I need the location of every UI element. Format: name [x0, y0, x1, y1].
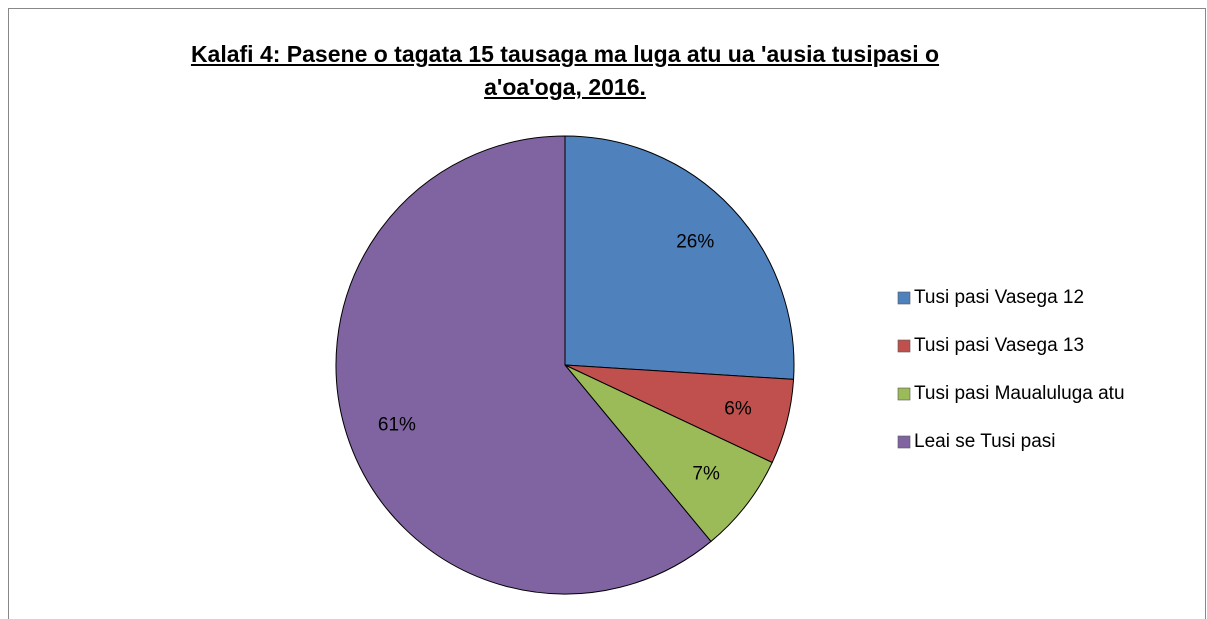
chart-title: Kalafi 4: Pasene o tagata 15 tausaga ma … — [190, 41, 940, 100]
data-label: 6% — [724, 398, 752, 419]
legend-label: Tusi pasi Maualuluga atu — [914, 383, 1125, 404]
pie-slice — [564, 135, 795, 380]
data-label: 61% — [378, 415, 416, 436]
legend-label: Leai se Tusi pasi — [914, 431, 1056, 452]
legend-label: Tusi pasi Vasega 13 — [914, 335, 1084, 356]
chart-frame — [8, 8, 1206, 619]
legend-label: Tusi pasi Vasega 12 — [914, 287, 1084, 308]
legend-swatch — [897, 387, 911, 401]
pie-slice — [335, 135, 712, 595]
data-label: 7% — [692, 463, 720, 484]
legend-swatch — [897, 435, 911, 449]
legend-swatch — [897, 291, 911, 305]
legend-swatch — [897, 339, 911, 353]
data-label: 26% — [676, 232, 714, 253]
